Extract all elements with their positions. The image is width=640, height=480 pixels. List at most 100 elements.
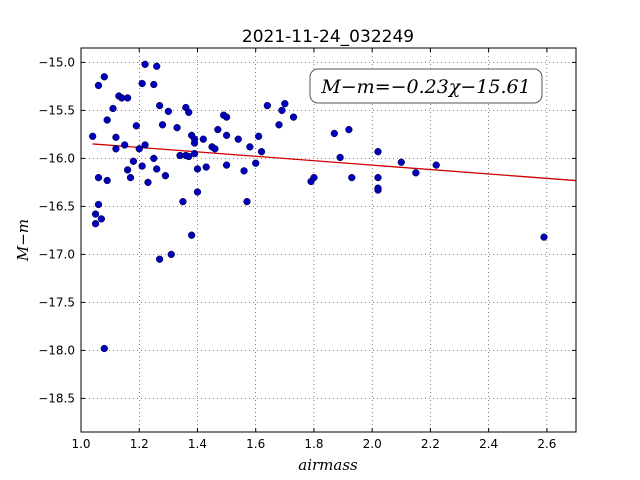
data-point bbox=[153, 62, 161, 70]
data-point bbox=[202, 163, 210, 171]
data-point bbox=[97, 215, 106, 223]
x-tick-label: 2.2 bbox=[421, 437, 440, 451]
y-tick-label: −18.5 bbox=[38, 391, 75, 405]
x-tick-label: 2.0 bbox=[363, 437, 382, 451]
data-point bbox=[158, 121, 167, 129]
fit-annotation-box bbox=[309, 68, 543, 104]
data-point bbox=[374, 184, 382, 192]
y-tick-label: −15.0 bbox=[38, 55, 75, 69]
data-point bbox=[211, 145, 219, 153]
data-point bbox=[94, 173, 103, 182]
fit-line-group bbox=[92, 143, 577, 182]
y-tick-label: −18.0 bbox=[38, 343, 75, 357]
data-point bbox=[126, 173, 135, 182]
data-point bbox=[540, 233, 548, 241]
data-point bbox=[150, 154, 158, 163]
data-point bbox=[173, 124, 181, 132]
data-point bbox=[88, 132, 97, 140]
data-point bbox=[91, 220, 100, 228]
data-point bbox=[167, 250, 175, 259]
data-point bbox=[222, 131, 231, 140]
data-point bbox=[254, 132, 263, 140]
plot-area: 1.0 1.2 1.4 1.6 1.8 2.0 2.2 2.4 2.6 −15.0 −15.5 −16… bbox=[38, 47, 577, 451]
data-point bbox=[94, 81, 103, 90]
data-point bbox=[179, 197, 187, 206]
data-point bbox=[243, 197, 251, 206]
y-tick-label: −17.5 bbox=[38, 295, 75, 309]
data-point bbox=[199, 135, 207, 143]
data-points bbox=[88, 60, 548, 353]
data-point bbox=[94, 200, 103, 209]
fit-line bbox=[92, 143, 577, 182]
data-point bbox=[185, 152, 193, 161]
data-point bbox=[153, 165, 161, 173]
axes-background bbox=[81, 48, 576, 432]
y-tick-label: −15.5 bbox=[38, 103, 75, 117]
axes-frame bbox=[80, 47, 577, 433]
data-point bbox=[161, 172, 170, 180]
data-point bbox=[185, 108, 193, 116]
data-point bbox=[141, 60, 149, 68]
fit-annotation-text: M−m=−0.23χ−15.61 bbox=[320, 76, 530, 98]
y-tick-label: −16.0 bbox=[38, 151, 75, 165]
data-point bbox=[164, 107, 173, 116]
x-tick-label: 2.6 bbox=[537, 437, 556, 451]
data-point bbox=[190, 139, 199, 147]
x-tick-label: 1.0 bbox=[71, 437, 90, 451]
data-point bbox=[112, 145, 120, 153]
data-point bbox=[374, 148, 382, 156]
data-point bbox=[289, 113, 298, 121]
data-point bbox=[129, 157, 138, 165]
grid-lines bbox=[81, 48, 576, 432]
data-point bbox=[100, 73, 108, 81]
data-point bbox=[412, 169, 420, 177]
data-point bbox=[246, 143, 254, 151]
x-tick-label: 1.4 bbox=[188, 437, 207, 451]
data-point bbox=[123, 94, 132, 102]
data-point bbox=[100, 344, 108, 353]
y-axis-label: M−m bbox=[14, 219, 32, 262]
x-tick-label: 2.4 bbox=[479, 437, 498, 451]
x-axis-label: airmass bbox=[298, 456, 358, 474]
x-tick-label: 1.2 bbox=[130, 437, 149, 451]
data-point bbox=[138, 162, 146, 170]
data-point bbox=[193, 165, 202, 173]
data-point bbox=[132, 122, 140, 130]
data-point bbox=[103, 116, 111, 124]
data-point bbox=[397, 158, 405, 166]
data-point bbox=[348, 173, 356, 182]
data-point bbox=[345, 125, 353, 134]
data-point bbox=[144, 178, 152, 187]
data-point bbox=[330, 129, 338, 138]
data-point bbox=[112, 133, 120, 141]
data-point bbox=[222, 113, 231, 121]
data-point bbox=[155, 101, 164, 110]
data-point bbox=[374, 173, 382, 182]
data-point bbox=[432, 161, 440, 169]
fit-annotation: M−m=−0.23χ−15.61 bbox=[309, 68, 543, 104]
data-point bbox=[257, 148, 266, 156]
data-point bbox=[252, 159, 260, 167]
y-tick-label: −16.5 bbox=[38, 199, 75, 213]
chart-title: 2021-11-24_032249 bbox=[242, 27, 414, 47]
data-point bbox=[91, 210, 100, 218]
x-tick-label: 1.8 bbox=[304, 437, 323, 451]
x-tick-label: 1.6 bbox=[246, 437, 265, 451]
data-point bbox=[222, 161, 231, 169]
data-point bbox=[190, 149, 199, 158]
data-point bbox=[135, 145, 143, 153]
data-point bbox=[150, 80, 158, 89]
data-point bbox=[155, 255, 164, 263]
data-point bbox=[187, 231, 196, 239]
data-point bbox=[214, 125, 222, 134]
data-point bbox=[141, 141, 149, 149]
data-point bbox=[109, 104, 117, 113]
data-point bbox=[103, 176, 111, 185]
data-point bbox=[121, 141, 129, 149]
data-point bbox=[278, 106, 286, 115]
axis-ticks: 1.0 1.2 1.4 1.6 1.8 2.0 2.2 2.4 2.6 −15.0 −15.5 −16… bbox=[38, 48, 576, 451]
data-point bbox=[240, 167, 248, 175]
data-point bbox=[138, 79, 146, 88]
data-point bbox=[193, 188, 202, 196]
